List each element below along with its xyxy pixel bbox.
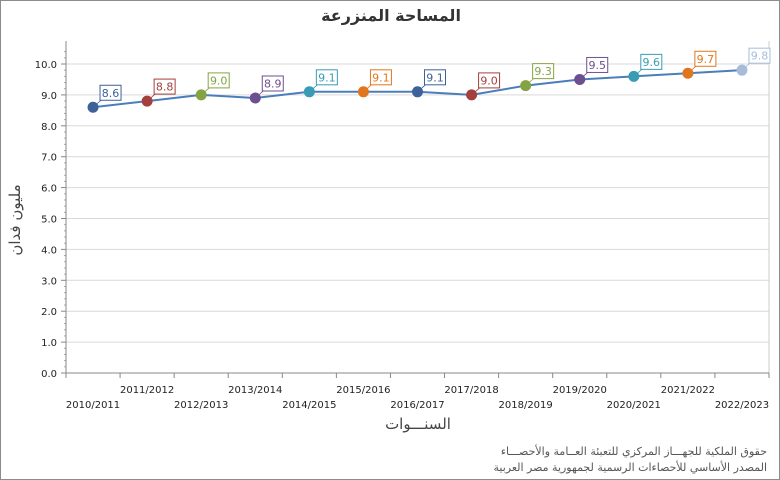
data-point: [357, 86, 369, 98]
y-tick-label: 2.0: [41, 307, 57, 318]
data-label-box: [532, 63, 555, 80]
x-tick-label: 2012/2013: [174, 400, 228, 411]
x-tick-label: 2014/2015: [282, 400, 336, 411]
data-label: 9.3: [534, 65, 552, 78]
data-label: 9.1: [426, 71, 444, 84]
y-tick-label: 0.0: [41, 369, 57, 380]
data-label-box: [369, 69, 392, 86]
y-tick-label: 6.0: [41, 184, 57, 195]
data-point: [736, 64, 748, 76]
data-point: [466, 89, 478, 101]
y-tick-label: 4.0: [41, 245, 57, 256]
data-point: [249, 92, 261, 104]
y-tick-label: 3.0: [41, 276, 57, 287]
data-label-box: [315, 69, 338, 86]
x-tick-label: 2011/2012: [120, 385, 174, 396]
data-point: [195, 89, 207, 101]
x-tick-label: 2010/2011: [66, 400, 120, 411]
data-point: [628, 70, 640, 82]
y-tick-label: 10.0: [35, 60, 57, 71]
y-tick-label: 7.0: [41, 153, 57, 164]
source-note: حقوق الملكية للجهـــاز المركزي للتعبئة ا…: [493, 444, 767, 476]
data-point: [412, 86, 423, 98]
data-label-box: [586, 56, 609, 73]
x-tick-label: 2020/2021: [607, 400, 661, 411]
data-label: 9.7: [697, 53, 715, 66]
data-point: [303, 86, 315, 98]
x-axis-title: السنـــوات: [385, 415, 451, 433]
data-label-box: [748, 47, 771, 64]
data-label-box: [261, 75, 284, 92]
chart-title: المساحة المنزرعة: [321, 6, 461, 25]
data-point: [87, 101, 99, 113]
data-label-box: [99, 84, 122, 101]
x-tick-label: 2021/2022: [661, 385, 715, 396]
data-point: [520, 80, 532, 92]
data-label-box: [694, 50, 717, 67]
data-point: [682, 67, 694, 79]
data-label: 9.0: [480, 74, 498, 87]
x-tick-label: 2016/2017: [390, 400, 444, 411]
data-point: [141, 95, 153, 107]
x-tick-label: 2017/2018: [444, 385, 498, 396]
copyright-line: حقوق الملكية للجهـــاز المركزي للتعبئة ا…: [500, 445, 767, 458]
data-label: 9.6: [643, 56, 661, 69]
data-label: 9.1: [318, 71, 336, 84]
x-tick-label: 2022/2023: [715, 400, 769, 411]
x-tick-label: 2015/2016: [336, 385, 390, 396]
data-label: 8.6: [102, 87, 120, 100]
data-label-box: [424, 69, 446, 86]
y-tick-label: 9.0: [41, 91, 57, 102]
data-label: 8.9: [264, 77, 282, 90]
data-label: 9.1: [372, 71, 390, 84]
x-tick-label: 2019/2020: [553, 385, 607, 396]
data-label: 9.0: [210, 74, 228, 87]
source-line: المصدر الأساسي للأحصاءات الرسمية لجمهوري…: [493, 461, 767, 474]
data-label-box: [207, 72, 230, 89]
y-tick-label: 8.0: [41, 122, 57, 133]
data-label: 8.8: [156, 81, 174, 94]
y-tick-label: 5.0: [41, 215, 57, 226]
data-label: 9.5: [588, 59, 606, 72]
data-label: 9.8: [751, 50, 769, 63]
x-tick-label: 2018/2019: [499, 400, 553, 411]
data-point: [574, 73, 586, 85]
data-label-box: [640, 53, 663, 70]
y-tick-label: 1.0: [41, 338, 57, 349]
x-tick-label: 2013/2014: [228, 385, 282, 396]
data-label-box: [153, 78, 176, 95]
data-label-box: [478, 72, 501, 89]
